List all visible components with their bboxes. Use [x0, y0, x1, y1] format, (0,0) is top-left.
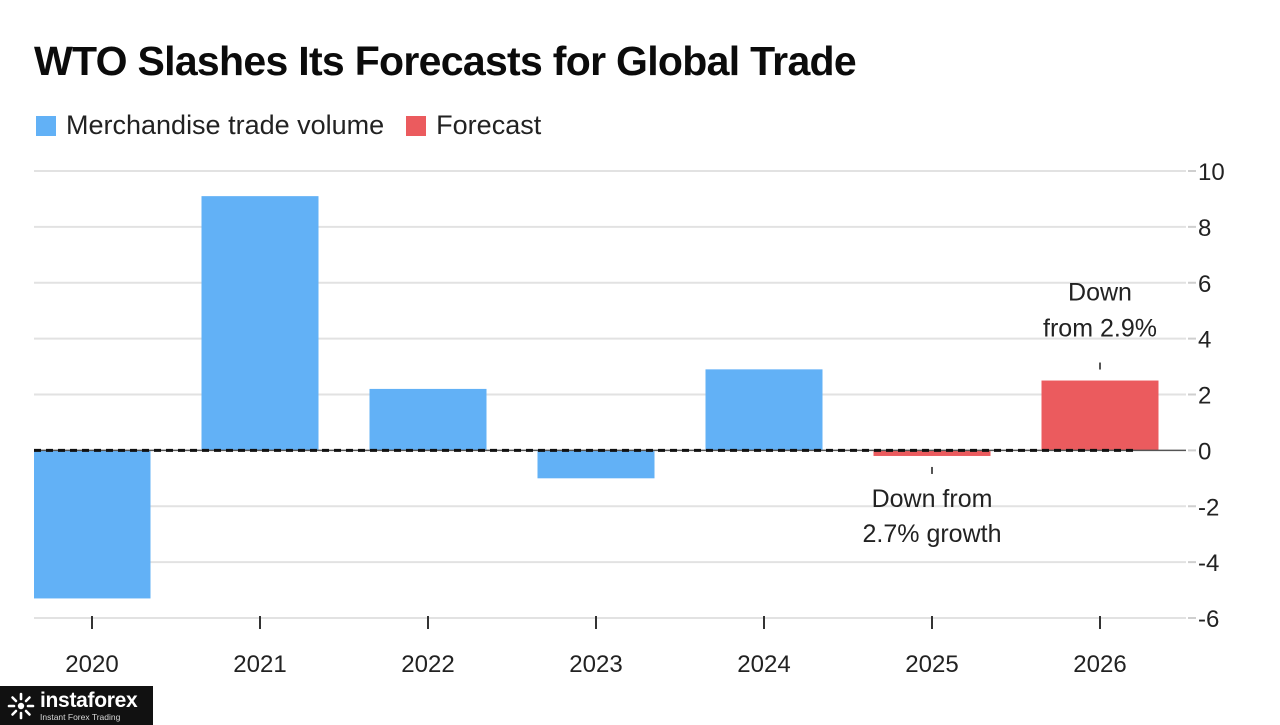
- ytick-label-2: 2: [1198, 383, 1211, 410]
- annotation-2026-line-2: from 2.9%: [1043, 315, 1157, 343]
- ytick-label-4: 4: [1198, 327, 1211, 354]
- ytick-label-0: 0: [1198, 438, 1211, 465]
- legend-swatch-merchandise: [36, 115, 56, 136]
- ytick-label-8: 8: [1198, 215, 1211, 242]
- bar-2023: [537, 450, 655, 479]
- ytick-label--2: -2: [1198, 494, 1219, 521]
- watermark-tagline: Instant Forex Trading: [40, 711, 121, 722]
- watermark-brand: instaforex: [40, 688, 138, 712]
- legend-label-forecast: Forecast: [436, 110, 542, 140]
- ytick-label--6: -6: [1198, 606, 1219, 633]
- bar-2024: [705, 369, 823, 451]
- bar-2021: [201, 196, 319, 451]
- xtick-label-2022: 2022: [401, 651, 454, 678]
- ytick-label-10: 10: [1198, 159, 1225, 186]
- bar-2022: [369, 388, 487, 451]
- xtick-label-2024: 2024: [737, 651, 790, 678]
- xtick-label-2020: 2020: [65, 651, 118, 678]
- bar-2026: [1041, 380, 1159, 451]
- legend: Merchandise trade volume Forecast: [36, 110, 563, 141]
- annotation-2025-line-1: Down from: [872, 485, 993, 513]
- legend-item-forecast: Forecast: [406, 110, 541, 141]
- legend-label-merchandise: Merchandise trade volume: [66, 110, 385, 140]
- xtick-label-2026: 2026: [1073, 651, 1126, 678]
- bar-2020: [34, 450, 151, 599]
- chart-title: WTO Slashes Its Forecasts for Global Tra…: [34, 38, 857, 84]
- xtick-label-2021: 2021: [233, 651, 286, 678]
- legend-swatch-forecast: [406, 115, 427, 136]
- annotation-2026-line-1: Down: [1068, 279, 1132, 307]
- xtick-label-2025: 2025: [905, 651, 958, 678]
- bar-2025: [873, 450, 991, 456]
- bar-chart: 10 8 6 4 2 0 -2 -4 -6 2020 2021 2022 2023 2024 2025 202…: [34, 159, 1225, 678]
- annotation-2025-line-2: 2.7% growth: [863, 520, 1002, 548]
- watermark: instaforex Instant Forex Trading: [0, 686, 153, 725]
- xtick-label-2023: 2023: [569, 651, 622, 678]
- instaforex-logo-icon: [7, 692, 35, 719]
- legend-item-merchandise: Merchandise trade volume: [36, 110, 384, 141]
- ytick-label-6: 6: [1198, 271, 1211, 298]
- ytick-label--4: -4: [1198, 550, 1219, 577]
